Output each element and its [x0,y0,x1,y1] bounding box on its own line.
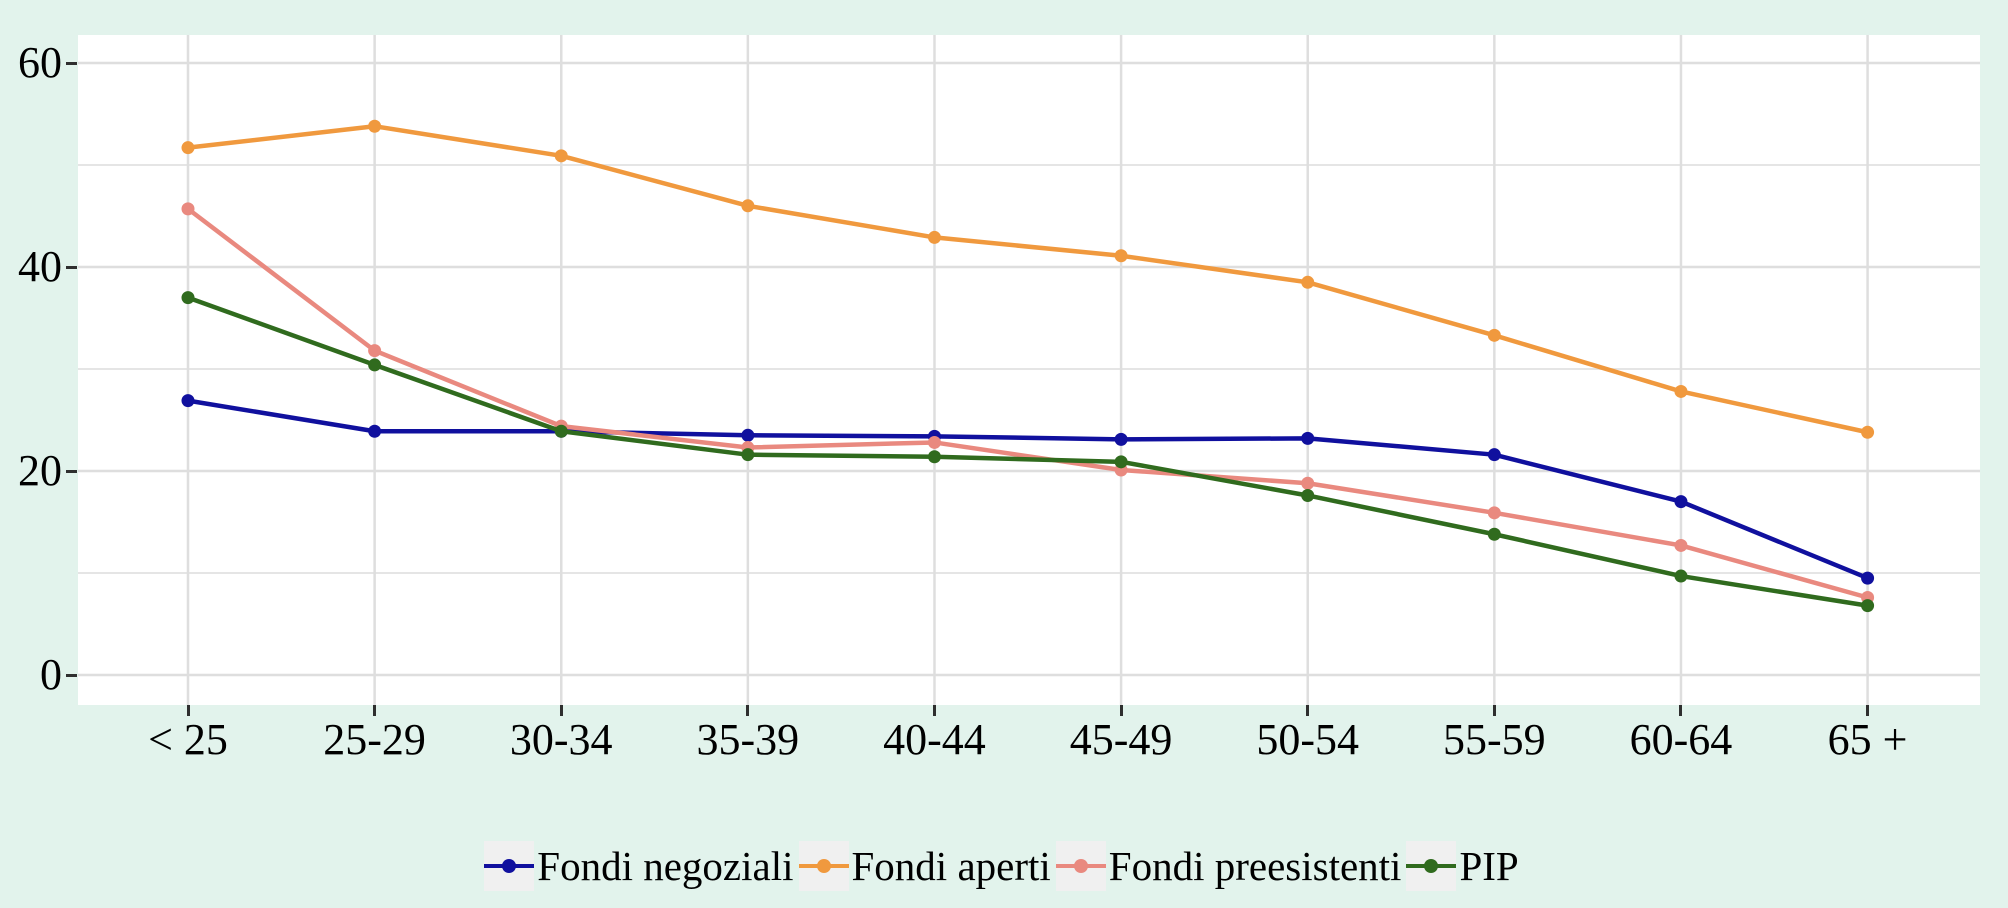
data-point-fondi-aperti [741,199,755,213]
data-point-fondi-negoziali [1114,432,1128,446]
x-tick-label: 50-54 [1256,715,1360,764]
data-point-fondi-aperti [1487,328,1501,342]
data-point-pip [181,291,195,305]
data-point-fondi-aperti [368,119,382,133]
data-point-fondi-preesistenti [368,344,382,358]
x-tick-label: < 25 [148,715,228,764]
y-tick-mark [66,265,77,269]
data-point-fondi-negoziali [1487,448,1501,462]
x-tick-label: 65 + [1827,715,1908,764]
y-tick-mark [66,469,77,473]
data-point-fondi-negoziali [1674,495,1688,509]
x-tick-label: 55-59 [1443,715,1546,764]
data-point-pip [927,450,941,464]
legend-label: Fondi aperti [851,843,1051,889]
legend: Fondi negoziali Fondi aperti Fondi preesis… [0,841,2008,891]
x-tick-label: 35-39 [696,715,800,764]
legend-key-icon [798,841,849,891]
y-tick-mark [66,61,77,65]
data-point-pip [741,448,755,462]
legend-item-fondi-aperti: Fondi aperti [798,841,1056,891]
legend-key-icon [484,841,535,891]
data-point-fondi-aperti [1861,425,1875,439]
data-point-fondi-aperti [1301,275,1315,289]
legend-item-fondi-negoziali: Fondi negoziali [484,841,798,891]
y-tick-label: 20 [18,446,62,495]
data-point-fondi-aperti [554,149,568,163]
data-point-fondi-aperti [181,141,195,155]
x-tick-mark [373,705,377,716]
data-point-fondi-negoziali [741,428,755,442]
series-line-pip [185,295,1870,608]
data-point-fondi-aperti [927,230,941,244]
data-point-fondi-negoziali [1861,571,1875,585]
x-tick-mark [746,705,750,716]
legend-label: Fondi preesistenti [1108,843,1402,889]
series-line-fondi-negoziali [185,398,1870,581]
y-tick-mark [66,673,77,677]
x-tick-mark [1866,705,1870,716]
x-tick-mark [932,705,936,716]
x-tick-label: 30-34 [509,715,613,764]
y-tick-label: 0 [40,650,62,699]
y-tick-label: 40 [18,242,62,291]
legend-item-pip: PIP [1406,841,1523,891]
x-tick-mark [1306,705,1310,716]
x-tick-mark [186,705,190,716]
x-tick-label: 60-64 [1629,715,1733,764]
data-point-pip [1114,455,1128,469]
data-point-fondi-negoziali [368,424,382,438]
line-chart [78,35,1980,705]
data-point-fondi-negoziali [1301,431,1315,445]
legend-label: Fondi negoziali [537,843,794,889]
x-tick-label: 40-44 [883,715,986,764]
legend-label: PIP [1459,843,1519,889]
data-point-fondi-preesistenti [927,435,941,449]
data-point-pip [1861,599,1875,613]
data-point-fondi-preesistenti [1487,506,1501,520]
x-tick-mark [1492,705,1496,716]
plot-panel [78,35,1980,705]
data-point-fondi-preesistenti [181,202,195,216]
legend-item-fondi-preesistenti: Fondi preesistenti [1055,841,1407,891]
x-tick-mark [1119,705,1123,716]
y-tick-label: 60 [18,38,62,87]
data-point-pip [1301,488,1315,502]
series-line-fondi-preesistenti [185,206,1870,600]
data-point-fondi-negoziali [181,394,195,408]
data-point-fondi-aperti [1114,249,1128,263]
data-point-pip [1674,569,1688,583]
data-point-pip [1487,527,1501,541]
legend-key-icon [1055,841,1106,891]
legend-key-icon [1406,841,1457,891]
series-line-fondi-aperti [185,123,1870,435]
x-tick-label: 45-49 [1069,715,1173,764]
data-point-pip [368,358,382,372]
data-point-fondi-preesistenti [1674,538,1688,552]
x-tick-mark [559,705,563,716]
data-point-pip [554,424,568,438]
data-point-fondi-preesistenti [1301,476,1315,490]
x-tick-mark [1679,705,1683,716]
data-point-fondi-aperti [1674,384,1688,398]
x-tick-label: 25-29 [323,715,426,764]
